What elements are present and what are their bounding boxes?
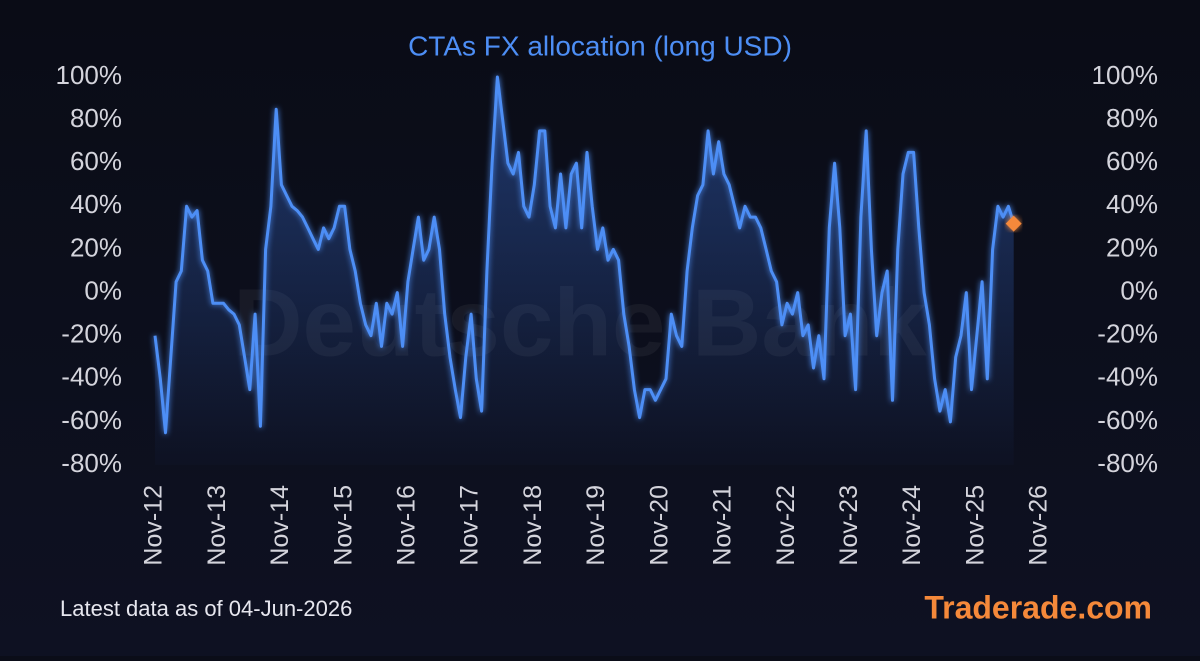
y-tick-label: -80% (61, 448, 122, 478)
y2-tick-label: 20% (1106, 232, 1158, 262)
y-tick-label: -60% (61, 405, 122, 435)
x-tick-label: Nov-19 (582, 485, 610, 566)
y-tick-label: 60% (70, 146, 122, 176)
y2-tick-label: -20% (1097, 319, 1158, 349)
y-tick-label: 0% (84, 275, 122, 305)
x-tick-label: Nov-26 (1025, 485, 1053, 566)
y-tick-label: 40% (70, 189, 122, 219)
latest-point (1005, 215, 1022, 232)
x-tick-label: Nov-20 (645, 485, 673, 566)
chart-title: CTAs FX allocation (long USD) (408, 30, 792, 61)
y-tick-label: -40% (61, 362, 122, 392)
x-tick-label: Nov-24 (898, 485, 926, 566)
y-tick-label: 20% (70, 232, 122, 262)
x-tick-label: Nov-18 (519, 485, 547, 566)
x-tick-label: Nov-22 (772, 485, 800, 566)
area (155, 77, 1014, 465)
x-tick-label: Nov-12 (140, 485, 168, 566)
x-tick-label: Nov-25 (961, 485, 989, 566)
y-tick-label: 100% (56, 60, 123, 90)
y2-tick-label: -80% (1097, 448, 1158, 478)
y2-tick-label: 40% (1106, 189, 1158, 219)
x-tick-label: Nov-16 (392, 485, 420, 566)
x-tick-label: Nov-14 (266, 485, 294, 566)
x-tick-label: Nov-21 (709, 485, 737, 566)
y2-tick-label: -60% (1097, 405, 1158, 435)
x-tick-label: Nov-15 (329, 485, 357, 566)
y2-tick-label: 60% (1106, 146, 1158, 176)
y2-tick-label: -40% (1097, 362, 1158, 392)
line (153, 75, 1016, 435)
y2-tick-label: 0% (1120, 275, 1158, 305)
x-tick-label: Nov-13 (203, 485, 231, 566)
x-tick-label: Nov-23 (835, 485, 863, 566)
annotation: Latest data as of 04-Jun-2026 (60, 596, 352, 621)
y2-tick-label: 80% (1106, 103, 1158, 133)
y-tick-label: 80% (70, 103, 122, 133)
source: Traderade.com (924, 589, 1152, 625)
y2-tick-label: 100% (1092, 60, 1159, 90)
y-tick-label: -20% (61, 319, 122, 349)
x-tick-label: Nov-17 (456, 485, 484, 566)
